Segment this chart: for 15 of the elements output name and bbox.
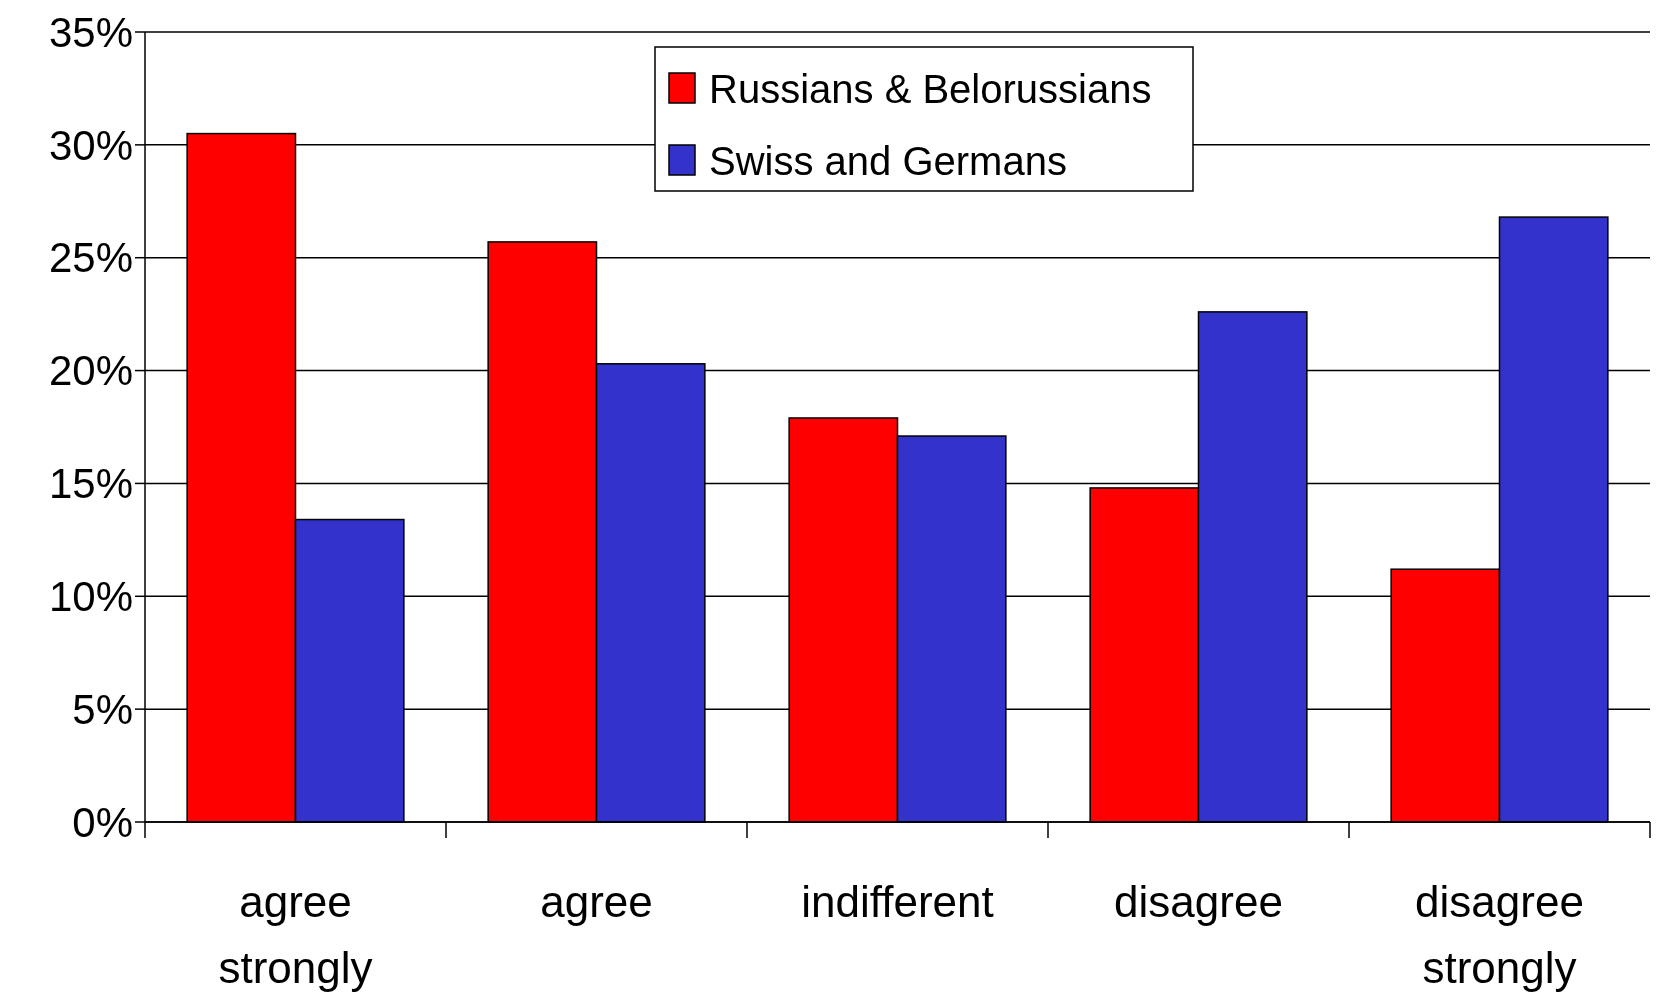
- y-tick-label: 25%: [48, 234, 133, 282]
- x-tick-label: disagree strongly: [1415, 877, 1584, 992]
- x-tick-label: indifferent: [801, 877, 994, 926]
- x-tick-label: agree strongly: [218, 877, 373, 992]
- x-tick-label: disagree: [1114, 877, 1283, 926]
- y-tick-label: 15%: [48, 460, 133, 508]
- y-tick-label: 30%: [48, 121, 133, 169]
- legend-label: Swiss and Germans: [709, 139, 1067, 183]
- y-tick-label: 5%: [72, 685, 133, 733]
- x-tick-label: agree: [540, 877, 653, 926]
- y-tick-label: 10%: [48, 572, 133, 620]
- y-tick-label: 0%: [72, 798, 133, 846]
- y-tick-label: 35%: [48, 8, 133, 56]
- legend-label: Russians & Belorussians: [709, 67, 1152, 111]
- y-tick-label: 20%: [48, 347, 133, 395]
